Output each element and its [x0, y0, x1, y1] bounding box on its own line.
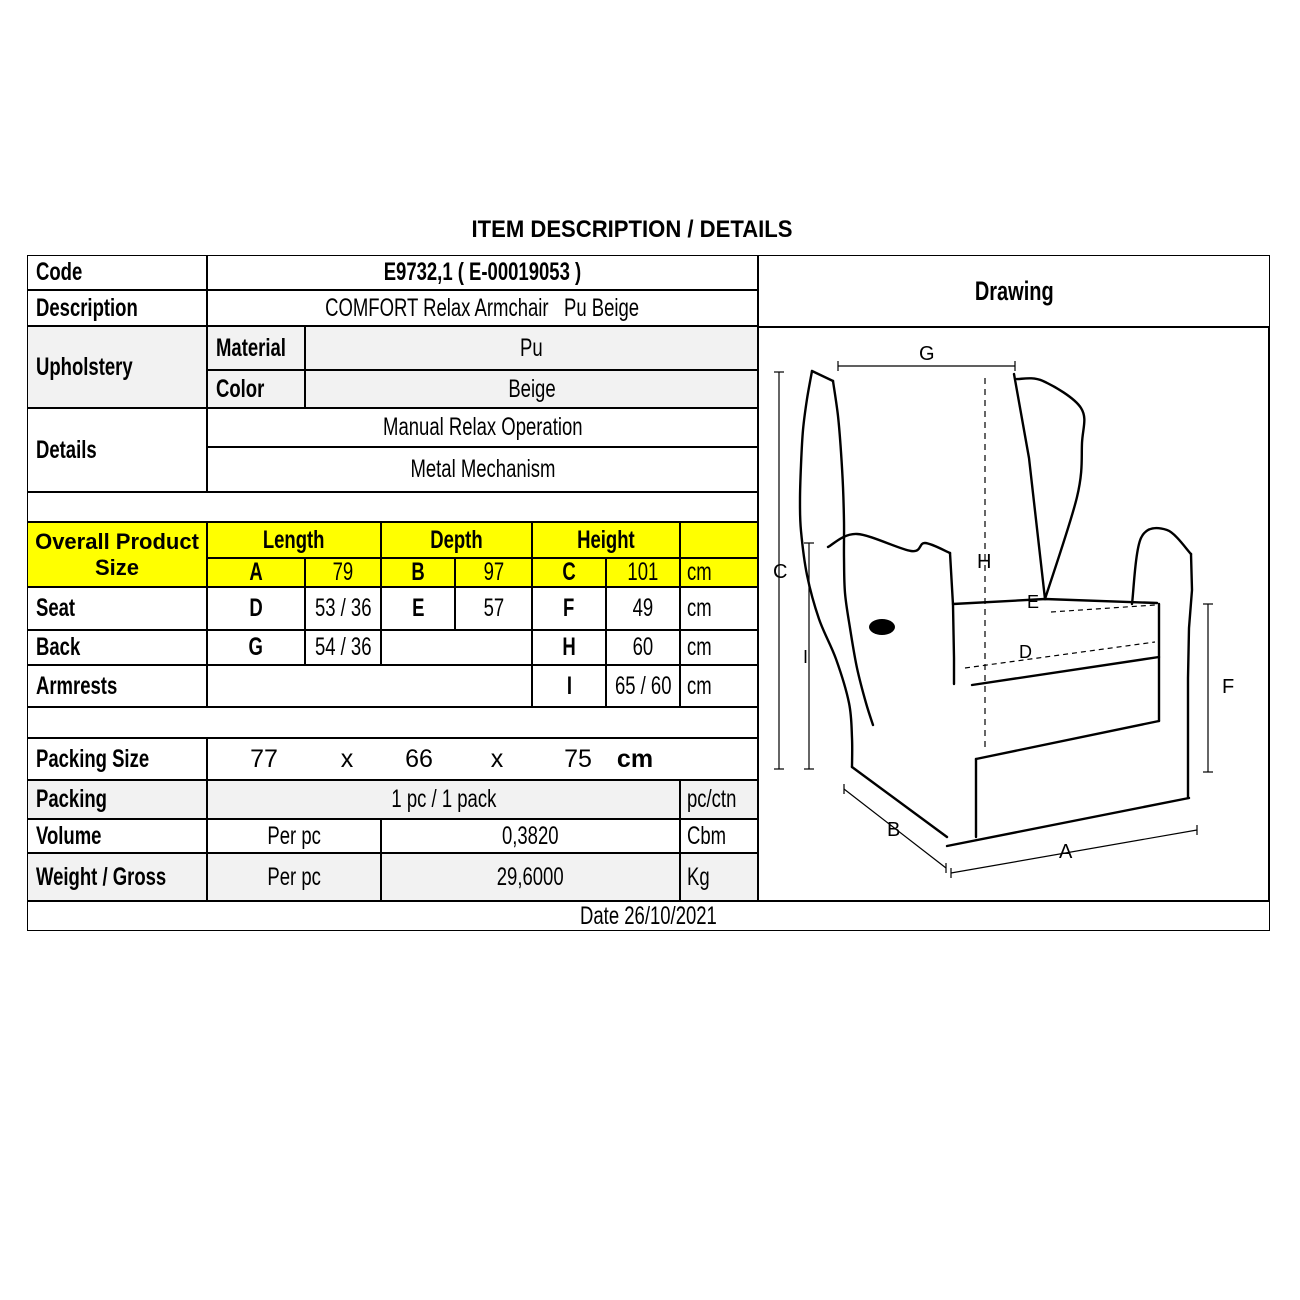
svg-text:C: C	[773, 561, 787, 583]
svg-text:G: G	[919, 343, 935, 365]
svg-text:A: A	[1059, 841, 1073, 863]
svg-text:F: F	[1222, 676, 1234, 698]
svg-text:D: D	[1019, 642, 1032, 662]
svg-text:H: H	[977, 551, 991, 573]
svg-text:I: I	[803, 647, 808, 667]
svg-text:B: B	[887, 819, 900, 841]
svg-text:E: E	[1027, 592, 1039, 612]
